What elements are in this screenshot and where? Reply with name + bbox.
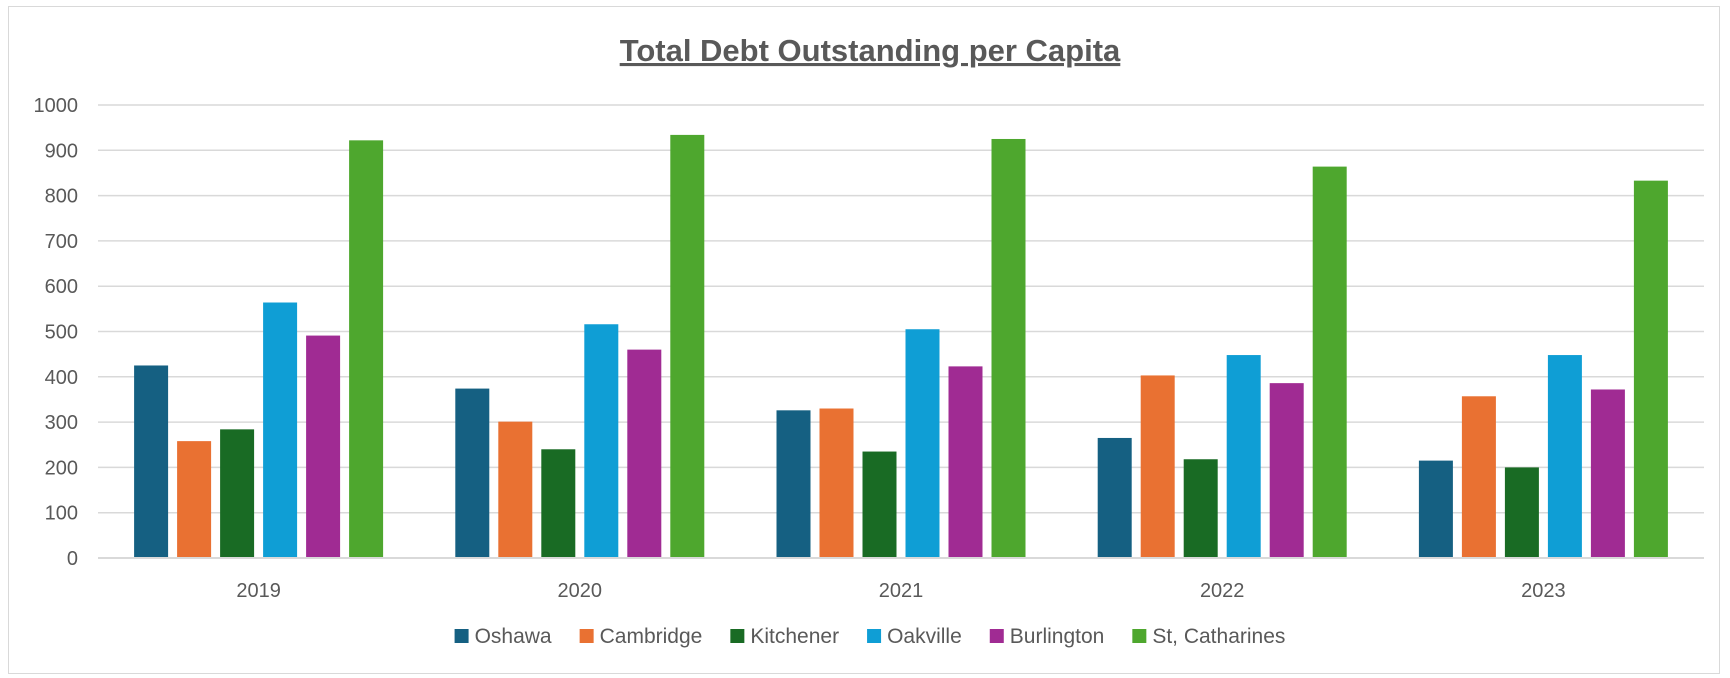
- legend-label: Oshawa: [475, 625, 552, 648]
- legend-item-oakville: Oakville: [867, 625, 962, 648]
- bar-st-catharines-2022: [1312, 166, 1347, 558]
- bar-cambridge-2022: [1140, 375, 1175, 558]
- bar-oakville-2019: [263, 302, 298, 558]
- bar-oshawa-2019: [134, 365, 169, 558]
- x-axis-tick-labels: 2019 2020 2021 2022 2023: [236, 580, 1565, 602]
- legend-item-kitchener: Kitchener: [730, 625, 839, 648]
- bar-oshawa-2021: [776, 410, 811, 558]
- bar-st-catharines-2023: [1633, 180, 1668, 558]
- chart-title: Total Debt Outstanding per Capita: [620, 33, 1121, 68]
- legend-item-oshawa: Oshawa: [454, 625, 552, 648]
- y-tick-label: 0: [67, 548, 78, 570]
- bar-burlington-2019: [306, 335, 341, 558]
- bar-oshawa-2022: [1097, 437, 1132, 558]
- y-axis-tick-labels: 0 100 200 300 400 500 600 700 800 900 1000: [34, 95, 79, 570]
- y-tick-label: 900: [45, 140, 78, 162]
- x-tick-label: 2022: [1200, 580, 1245, 602]
- legend-swatch: [579, 629, 594, 643]
- legend-label: Oakville: [887, 625, 962, 648]
- legend: Oshawa Cambridge Kitchener Oakville Burlingt…: [454, 625, 1285, 648]
- y-tick-label: 500: [45, 322, 78, 344]
- y-tick-label: 700: [45, 231, 78, 253]
- bar-oshawa-2023: [1418, 460, 1453, 558]
- legend-swatch: [1132, 629, 1147, 643]
- legend-swatch: [867, 629, 882, 643]
- bar-st-catharines-2019: [349, 140, 384, 559]
- bar-kitchener-2022: [1183, 459, 1218, 558]
- bar-oakville-2020: [584, 324, 619, 558]
- x-tick-label: 2023: [1521, 580, 1566, 602]
- legend-label: Kitchener: [750, 625, 839, 648]
- y-tick-label: 100: [45, 503, 78, 525]
- y-tick-label: 1000: [34, 95, 79, 117]
- bar-cambridge-2023: [1461, 396, 1496, 558]
- bar-cambridge-2019: [177, 441, 212, 558]
- x-tick-label: 2019: [236, 580, 281, 602]
- bar-burlington-2023: [1590, 389, 1625, 558]
- legend-swatch: [989, 629, 1004, 643]
- legend-label: Cambridge: [600, 625, 703, 648]
- bars: [134, 134, 1668, 559]
- x-tick-label: 2020: [558, 580, 603, 602]
- legend-swatch: [454, 629, 469, 643]
- y-tick-label: 600: [45, 276, 78, 298]
- bar-kitchener-2020: [541, 449, 576, 558]
- bar-cambridge-2021: [819, 408, 854, 558]
- y-tick-label: 400: [45, 367, 78, 389]
- legend-label: Burlington: [1010, 625, 1105, 648]
- bar-kitchener-2021: [862, 451, 897, 558]
- legend-item-cambridge: Cambridge: [579, 625, 703, 648]
- bar-oakville-2021: [905, 329, 940, 558]
- legend-label: St, Catharines: [1152, 625, 1285, 648]
- y-tick-label: 200: [45, 457, 78, 479]
- bar-cambridge-2020: [498, 421, 533, 558]
- bar-burlington-2022: [1269, 383, 1304, 558]
- legend-item-st-catharines: St, Catharines: [1132, 625, 1285, 648]
- bar-kitchener-2023: [1504, 467, 1539, 558]
- y-tick-label: 300: [45, 412, 78, 434]
- legend-swatch: [730, 629, 745, 643]
- x-tick-label: 2021: [879, 580, 924, 602]
- y-tick-label: 800: [45, 186, 78, 208]
- bar-kitchener-2019: [220, 429, 255, 558]
- bar-burlington-2021: [948, 366, 983, 558]
- bar-oshawa-2020: [455, 388, 490, 558]
- bar-burlington-2020: [627, 349, 662, 558]
- bar-oakville-2022: [1226, 355, 1261, 558]
- bar-st-catharines-2020: [670, 134, 705, 558]
- bar-st-catharines-2021: [991, 138, 1026, 558]
- bar-oakville-2023: [1547, 355, 1582, 558]
- legend-item-burlington: Burlington: [989, 625, 1105, 648]
